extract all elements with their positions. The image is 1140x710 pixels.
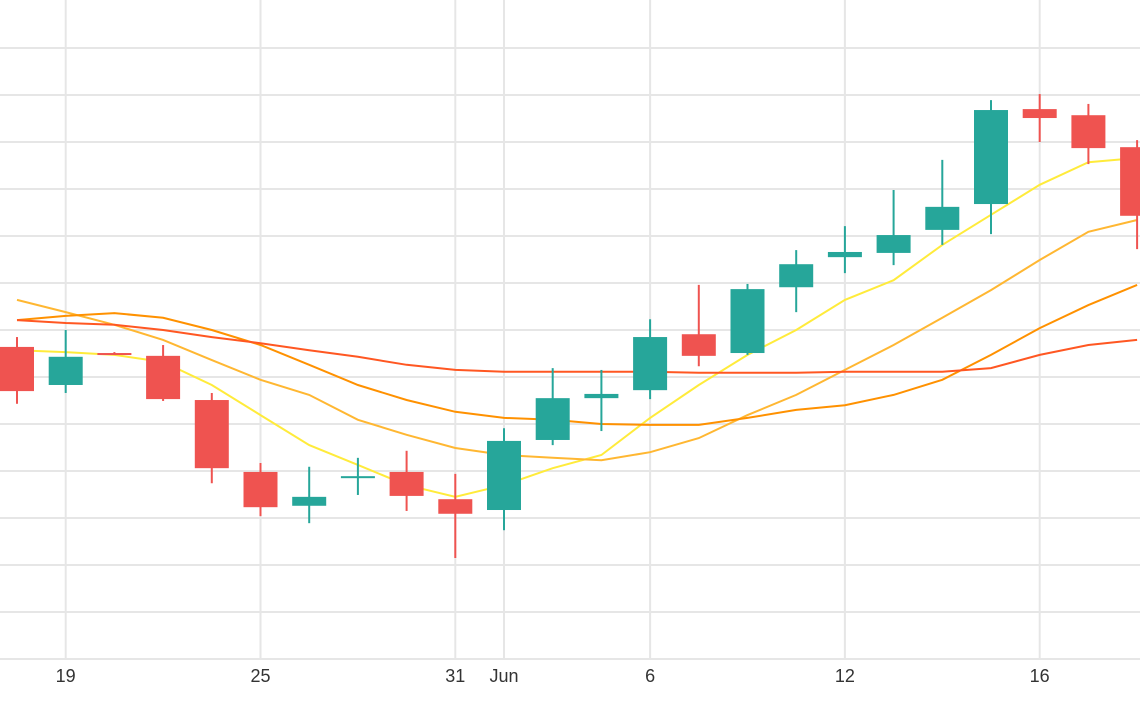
candle-body [194,400,229,469]
moving-averages [16,157,1138,498]
ma-line [16,319,1138,374]
x-tick-label: 25 [250,666,270,686]
candle-body [876,235,911,253]
x-tick-label: 12 [835,666,855,686]
candle-body [827,251,862,258]
x-tick-label: Jun [489,666,518,686]
candle-body [340,476,375,479]
candle-body [389,471,424,496]
candle-body [146,355,181,400]
x-tick-label: 19 [56,666,76,686]
candle-body [633,337,668,391]
candle-body [487,440,521,511]
x-tick-label: 6 [645,666,655,686]
ma-line [16,157,1138,498]
candle-body [438,499,473,514]
candle-body [1022,109,1057,119]
candle-body [1120,147,1140,216]
candle-body [97,353,132,356]
candles [0,94,1140,558]
candle-body [535,398,570,440]
grid [0,0,1140,659]
candle-body [0,346,34,392]
candle-body [584,393,619,399]
candle-body [243,471,278,508]
candle-body [1071,115,1106,149]
x-tick-label: 16 [1030,666,1050,686]
candle-body [730,289,765,354]
candle-body [779,264,814,288]
x-axis: 19 25 31 Jun 6 12 16 [0,658,1140,686]
candle-body [48,356,83,385]
candle-body [292,496,327,506]
ma-line [16,283,1138,426]
candle-body [925,206,960,230]
x-tick-label: 31 [445,666,465,686]
candle-body [681,334,716,356]
ma-line [16,219,1138,462]
candle-body [974,110,1008,205]
